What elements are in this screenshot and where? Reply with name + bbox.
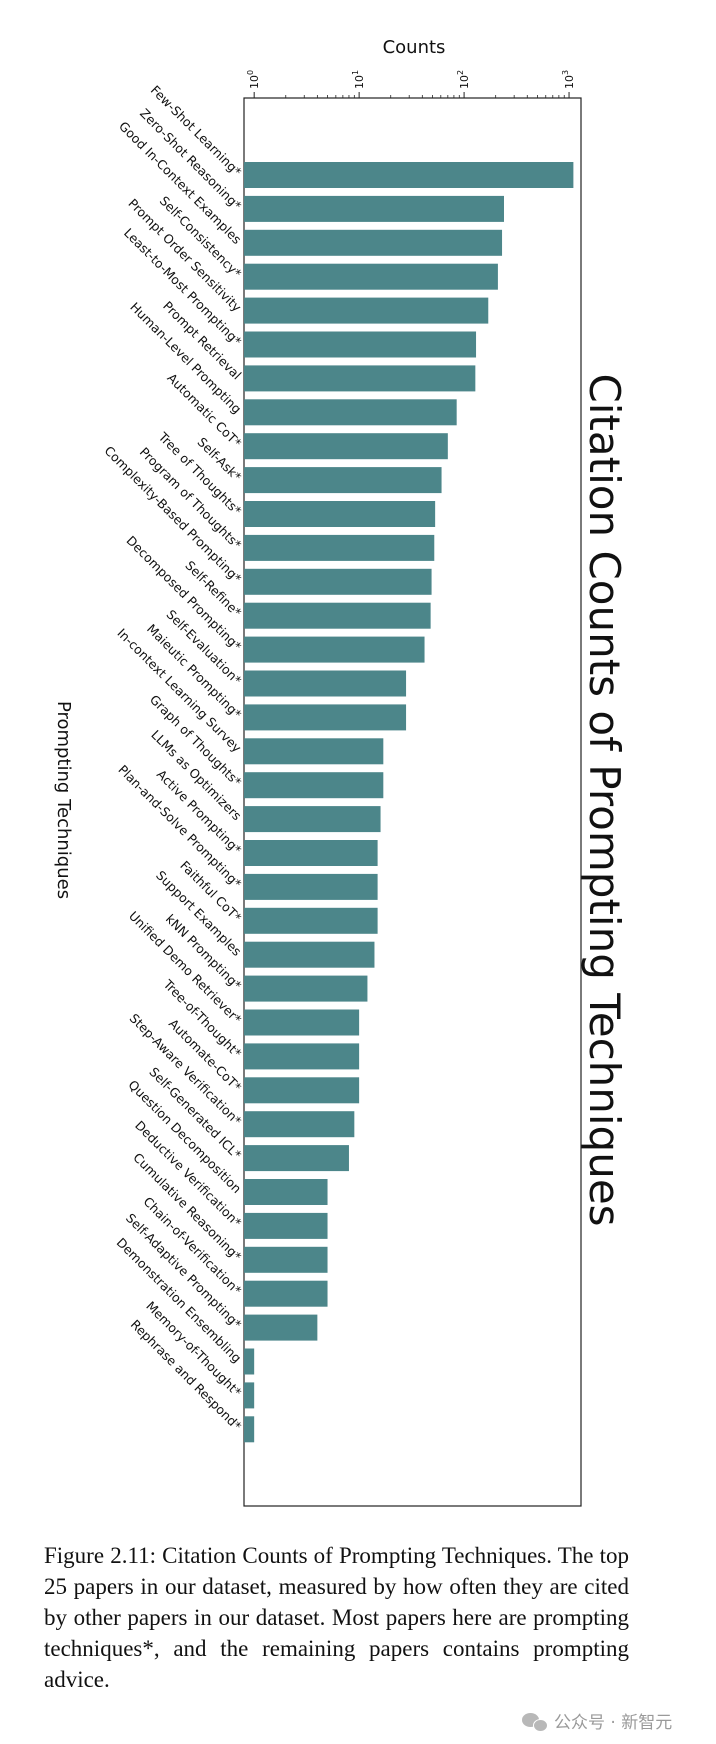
bar-32: [244, 1212, 328, 1239]
x-tick-label: 100: [246, 70, 261, 89]
bar-12: [244, 534, 435, 561]
x-axis-ticks: 100 101 102 103: [246, 70, 576, 98]
figure-caption: Figure 2.11: Citation Counts of Promptin…: [44, 1543, 629, 1692]
bar-31: [244, 1179, 328, 1205]
bar-23: [244, 907, 378, 934]
bar-19: [244, 772, 384, 799]
bar-4: [244, 263, 498, 290]
bar-16: [244, 670, 407, 697]
x-tick-label: 102: [456, 70, 471, 89]
bars-group: [244, 162, 574, 1443]
bar-10: [244, 467, 442, 494]
bar-27: [244, 1043, 360, 1070]
bar-26: [244, 1009, 360, 1036]
bar-2: [244, 195, 504, 222]
bar-34: [244, 1280, 328, 1307]
category-labels: Few-Shot Learning*Zero-Shot Reasoning*Go…: [101, 82, 244, 1433]
bar-28: [244, 1077, 360, 1104]
bar-13: [244, 568, 432, 595]
x-tick-label: 101: [351, 70, 366, 89]
bar-9: [244, 433, 448, 460]
bar-30: [244, 1145, 349, 1172]
bar-5: [244, 297, 489, 324]
bar-22: [244, 873, 378, 900]
bar-1: [244, 162, 574, 188]
bar-38: [244, 1416, 255, 1443]
wechat-icon: [522, 1711, 548, 1732]
x-tick-label: 103: [561, 70, 576, 89]
plot-frame: [243, 97, 582, 1507]
bar-14: [244, 602, 431, 629]
bar-20: [244, 806, 381, 833]
bar-17: [244, 704, 407, 731]
bar-21: [244, 840, 378, 866]
bar-36: [244, 1348, 255, 1375]
bar-37: [244, 1382, 255, 1409]
bar-35: [244, 1314, 318, 1341]
citation-chart: 100 101 102 103 Few-Shot Learning*Zero-Shot…: [53, 37, 629, 1507]
bar-7: [244, 365, 476, 392]
bar-25: [244, 975, 368, 1002]
watermark-text: 公众号 · 新智元: [554, 1713, 673, 1733]
chart-title: Citation Counts of Prompting Techniques: [580, 373, 629, 1226]
watermark: 公众号 · 新智元: [522, 1708, 672, 1733]
bar-33: [244, 1246, 328, 1273]
bar-6: [244, 331, 477, 358]
bar-18: [244, 738, 384, 765]
y-axis-label: Prompting Techniques: [53, 701, 74, 899]
bar-29: [244, 1111, 355, 1138]
bar-11: [244, 501, 436, 527]
x-axis-label: Counts: [383, 37, 446, 58]
bar-15: [244, 636, 425, 663]
bar-3: [244, 229, 503, 256]
bar-8: [244, 399, 457, 426]
bar-24: [244, 941, 375, 968]
